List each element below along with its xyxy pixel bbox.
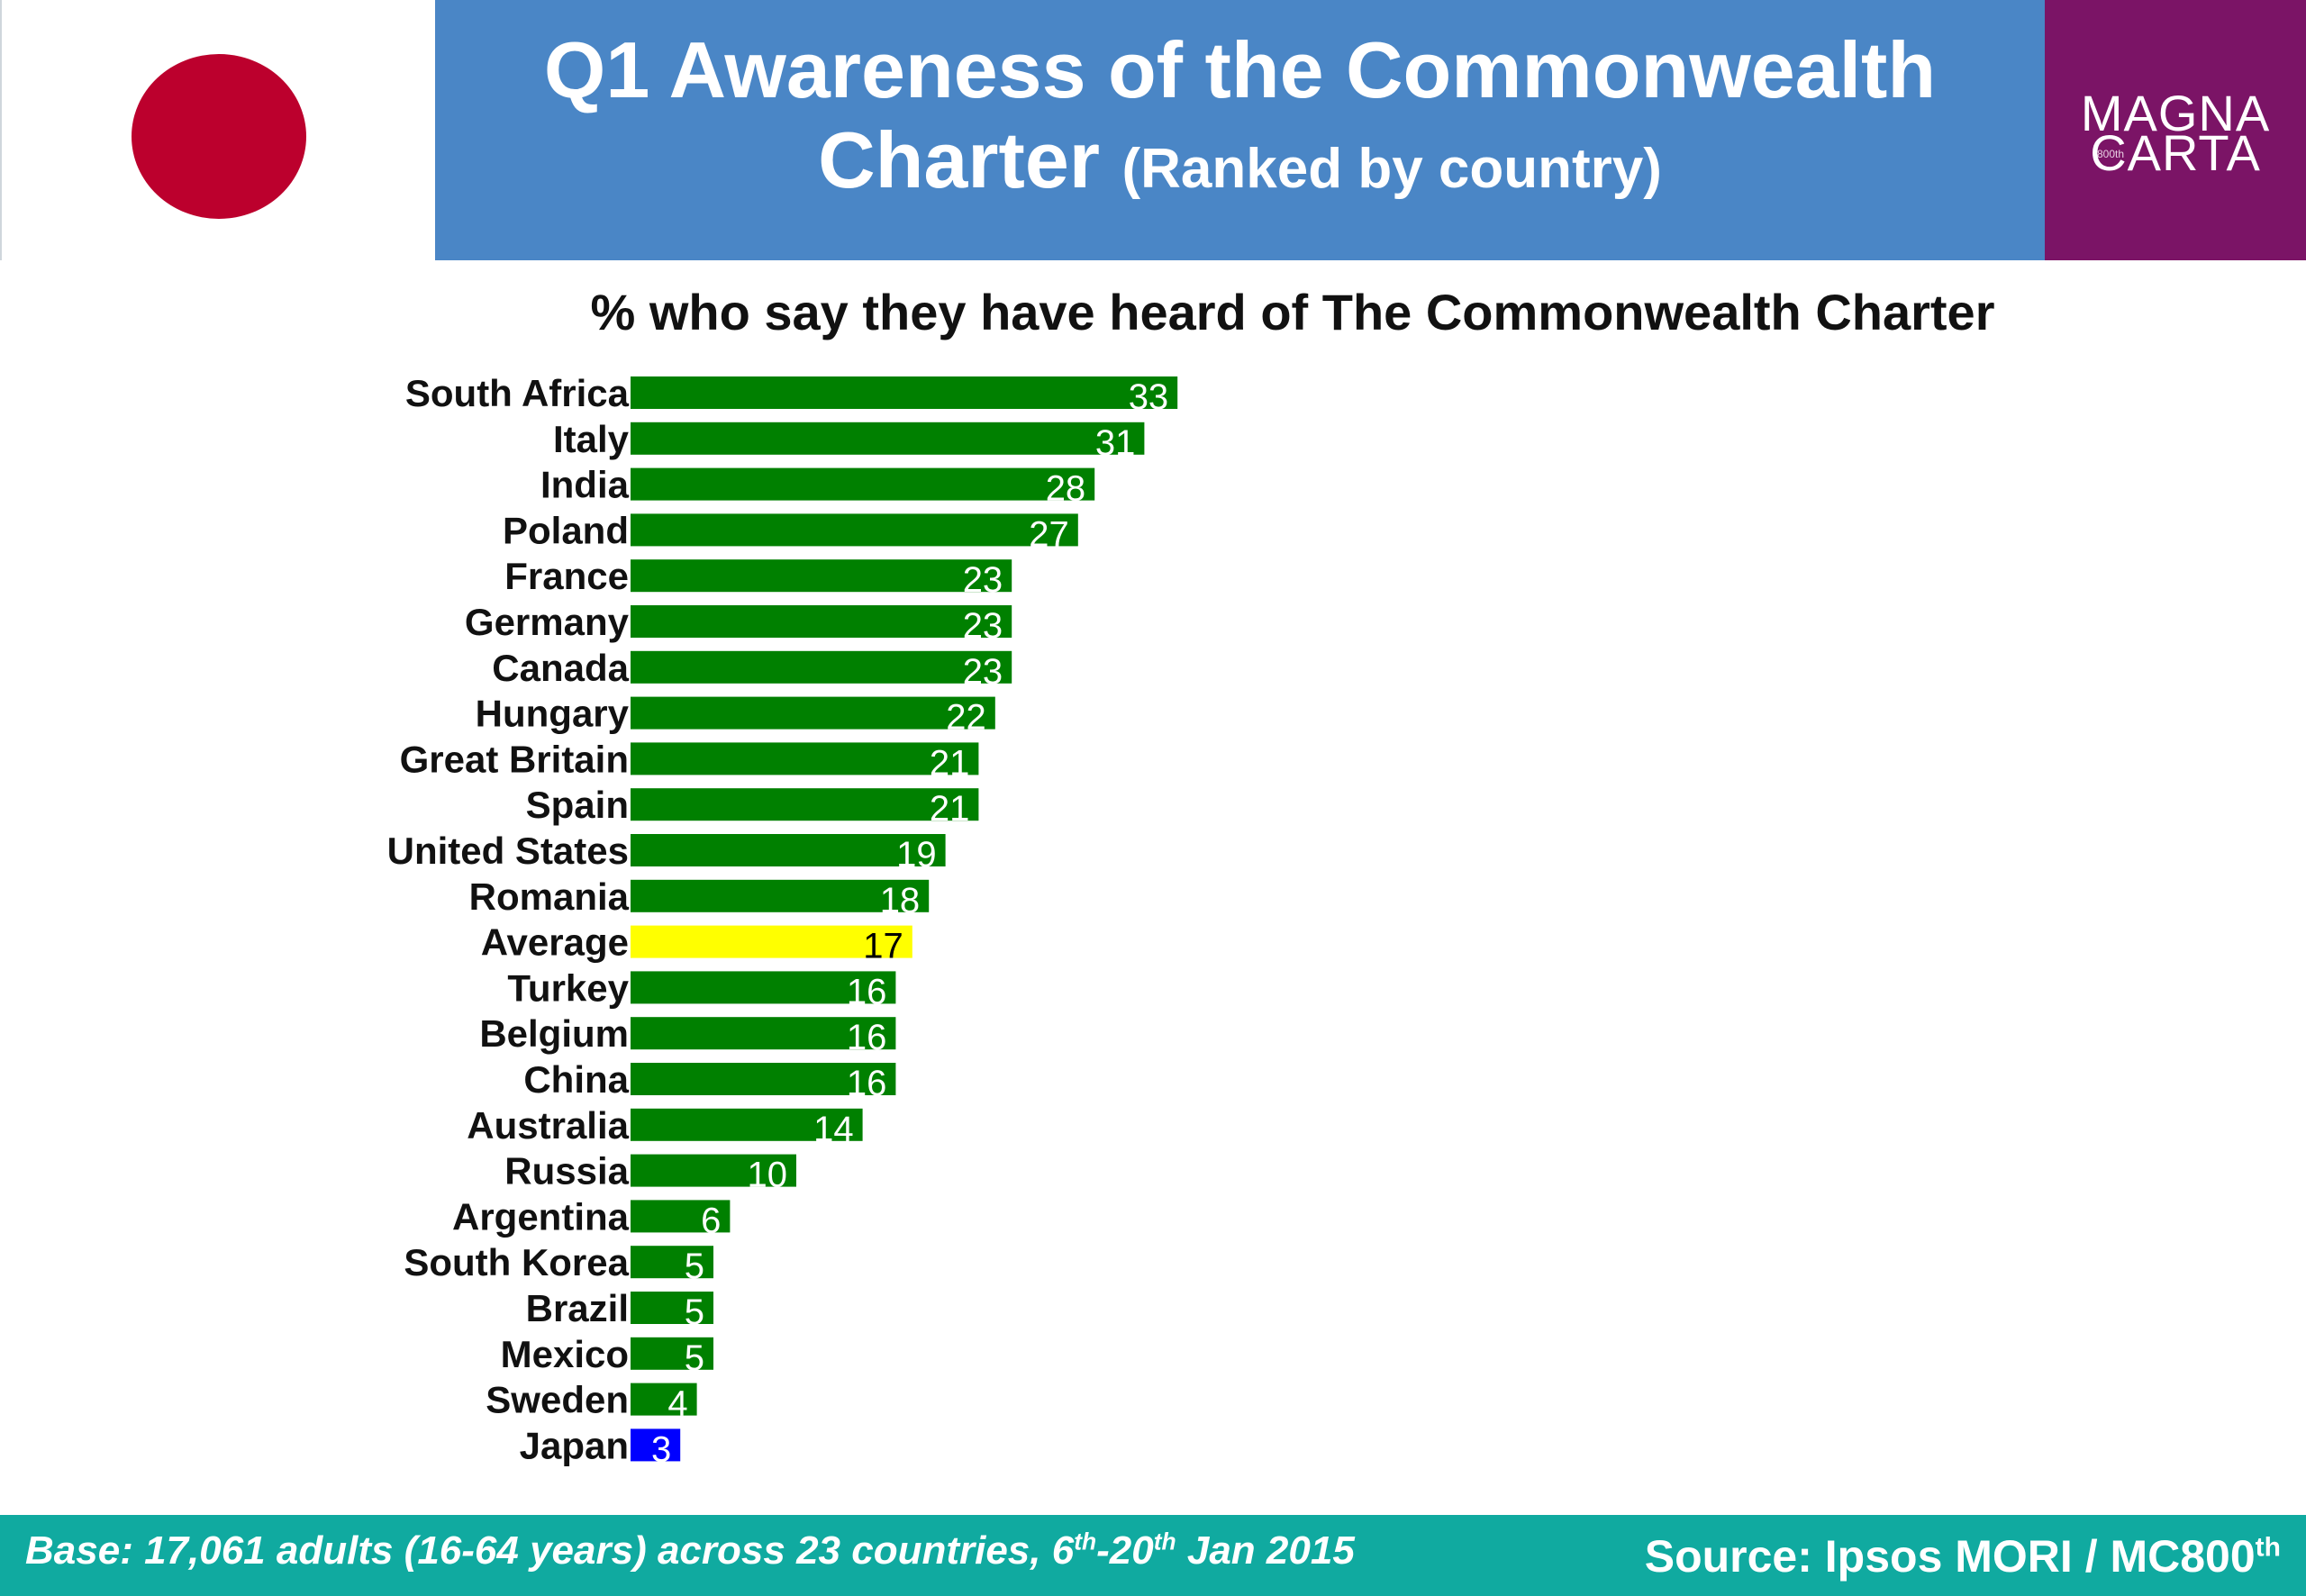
bar-mexico <box>631 1337 713 1370</box>
category-label-spain: Spain <box>526 784 629 826</box>
value-label-italy: 31 <box>1095 423 1136 463</box>
value-label-turkey: 16 <box>847 972 887 1011</box>
bar-italy <box>631 422 1145 455</box>
category-label-germany: Germany <box>465 601 630 643</box>
value-label-romania: 18 <box>880 881 921 920</box>
bar-spain <box>631 788 979 821</box>
source-note: Source: Ipsos MORI / MC800th <box>1645 1531 2281 1582</box>
logo-word-carta: CARTA <box>2090 124 2261 181</box>
value-label-hungary: 22 <box>946 698 986 738</box>
value-label-south-korea: 5 <box>685 1247 704 1286</box>
category-label-australia: Australia <box>467 1104 629 1147</box>
category-label-united-states: United States <box>387 830 629 872</box>
magna-carta-logo: MAGNA CARTA 800th <box>2045 0 2306 260</box>
category-label-south-korea: South Korea <box>404 1241 629 1283</box>
source-note-sup: th <box>2255 1532 2281 1563</box>
bar-chart: South Africa 33 Italy 31 India 28 Poland 27 Fran… <box>386 372 1178 1469</box>
value-label-china: 16 <box>847 1064 887 1103</box>
category-label-canada: Canada <box>492 647 629 689</box>
category-label-brazil: Brazil <box>526 1287 629 1329</box>
bar-belgium <box>631 1017 896 1050</box>
logo-word-magna: MAGNA <box>2080 85 2271 141</box>
category-label-south-africa: South Africa <box>405 372 630 414</box>
category-label-japan: Japan <box>520 1424 629 1466</box>
category-label-france: France <box>504 555 629 597</box>
category-label-india: India <box>540 464 630 506</box>
value-label-argentina: 6 <box>701 1201 721 1240</box>
category-label-russia: Russia <box>504 1150 629 1192</box>
category-label-china: China <box>523 1058 629 1101</box>
value-label-average: 17 <box>863 927 903 966</box>
base-note: Base: 17,061 adults (16-64 years) across… <box>25 1528 1355 1574</box>
bar-hungary <box>631 696 995 730</box>
value-label-great-britain: 21 <box>930 743 970 783</box>
source-note-text: Source: Ipsos MORI / MC800 <box>1644 1531 2256 1582</box>
value-label-russia: 10 <box>748 1156 788 1195</box>
category-label-mexico: Mexico <box>501 1333 629 1375</box>
base-note-sup2: th <box>1153 1528 1176 1555</box>
japan-flag <box>0 0 435 260</box>
bar-average <box>631 925 912 958</box>
base-note-suffix: Jan 2015 <box>1176 1528 1355 1573</box>
value-label-sweden: 4 <box>667 1384 687 1424</box>
value-label-france: 23 <box>963 560 1003 600</box>
value-label-belgium: 16 <box>847 1018 887 1057</box>
footer-bar: Base: 17,061 adults (16-64 years) across… <box>0 1515 2306 1596</box>
title-banner: Q1 Awareness of the Commonwealth Charter… <box>435 0 2045 260</box>
value-label-australia: 14 <box>813 1110 854 1149</box>
value-label-spain: 21 <box>930 789 970 829</box>
logo-tag-800th: 800th <box>2097 148 2125 160</box>
bar-turkey <box>631 971 896 1004</box>
bar-australia <box>631 1108 863 1141</box>
bar-sweden <box>631 1383 697 1416</box>
page-title-line1: Q1 Awareness of the Commonwealth <box>543 25 1937 114</box>
flag-red-disc <box>132 54 306 219</box>
value-label-south-africa: 33 <box>1129 377 1169 417</box>
bar-south-korea <box>631 1246 713 1279</box>
base-note-sup1: th <box>1074 1528 1097 1555</box>
category-label-hungary: Hungary <box>476 693 630 735</box>
bar-russia <box>631 1154 796 1187</box>
bar-argentina <box>631 1200 731 1233</box>
category-label-romania: Romania <box>469 875 630 918</box>
bar-china <box>631 1063 896 1095</box>
bar-great-britain <box>631 742 979 775</box>
page-title-line2: Charter (Ranked by country) <box>435 115 2045 214</box>
value-label-germany: 23 <box>963 606 1003 646</box>
category-label-sweden: Sweden <box>486 1379 629 1421</box>
bar-romania <box>631 879 930 912</box>
bar-france <box>631 559 1012 593</box>
bar-germany <box>631 605 1012 638</box>
bar-brazil <box>631 1292 713 1324</box>
value-label-canada: 23 <box>963 652 1003 692</box>
category-label-italy: Italy <box>553 418 630 460</box>
bar-india <box>631 467 1095 501</box>
value-label-poland: 27 <box>1029 514 1069 554</box>
category-label-turkey: Turkey <box>507 966 629 1009</box>
value-label-india: 28 <box>1046 469 1086 509</box>
category-label-average: Average <box>481 921 629 964</box>
bar-south-africa <box>631 376 1178 409</box>
base-note-mid: -20 <box>1096 1528 1154 1573</box>
category-label-poland: Poland <box>503 509 629 551</box>
category-label-argentina: Argentina <box>452 1195 630 1238</box>
category-label-belgium: Belgium <box>479 1012 629 1055</box>
value-label-japan: 3 <box>651 1429 671 1469</box>
bar-united-states <box>631 834 946 866</box>
bar-poland <box>631 513 1078 547</box>
page-title-subtitle: (Ranked by country) <box>1121 138 1662 200</box>
base-note-prefix: Base: 17,061 adults (16-64 years) across… <box>25 1528 1075 1573</box>
category-label-great-britain: Great Britain <box>400 738 629 780</box>
bar-canada <box>631 650 1012 684</box>
value-label-brazil: 5 <box>685 1292 704 1332</box>
page-title-main: Charter <box>818 115 1101 204</box>
bar-japan <box>631 1428 681 1462</box>
value-label-united-states: 19 <box>896 835 937 875</box>
value-label-mexico: 5 <box>685 1338 704 1378</box>
chart-title: % who say they have heard of The Commonw… <box>590 284 1995 340</box>
